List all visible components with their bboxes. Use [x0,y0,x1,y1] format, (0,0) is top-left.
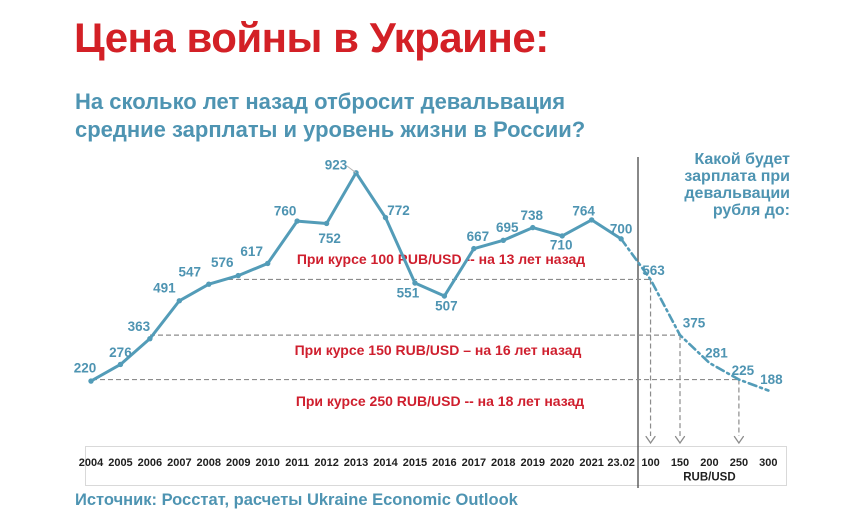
value-label: 225 [732,363,755,378]
value-label: 772 [387,203,410,218]
value-label: 752 [318,231,341,246]
peak-callout-line [346,165,357,174]
data-point [530,224,536,231]
data-point [265,260,271,267]
value-label: 188 [760,372,783,387]
value-label: 375 [683,316,706,331]
value-label: 491 [153,280,176,295]
rate-annotation: При курсе 150 RUB/USD – на 16 лет назад [295,342,582,358]
value-label: 547 [179,265,202,280]
data-point [88,378,94,384]
data-point [235,272,241,279]
value-label: 710 [550,237,573,252]
data-point [117,361,124,368]
x-axis-label: 2019 [521,457,545,469]
x-axis-label: 2016 [432,457,456,469]
data-point [441,293,448,299]
value-label: 695 [496,220,519,235]
data-point [323,220,330,227]
value-label: 700 [610,221,633,236]
arrow-head-icon [645,435,656,445]
x-axis-label: 2004 [79,457,104,469]
x-axis-label: 2014 [373,457,398,469]
data-point [382,214,389,221]
data-point [500,237,506,244]
data-point [618,236,624,242]
data-point [206,281,212,287]
value-label: 563 [642,263,665,278]
value-label: 764 [572,203,595,218]
value-label: 281 [705,345,728,360]
rate-annotation: При курсе 250 RUB/USD -- на 18 лет назад [296,393,584,409]
source-caption: Источник: Росстат, расчеты Ukraine Econo… [75,491,518,509]
x-axis-label: 2010 [255,457,279,469]
x-axis-label: 2021 [579,457,603,469]
value-label: 667 [467,229,490,244]
value-label: 276 [109,345,132,360]
data-point [588,217,595,223]
data-point [294,218,300,224]
arrow-head-icon [733,435,745,445]
forecast-line [619,237,770,392]
data-point [559,233,565,239]
value-label: 738 [520,208,543,223]
page-title: Цена войны в Украине: [74,14,549,61]
rate-annotation: При курсе 100 RUB/USD -- на 13 лет назад [297,251,585,267]
x-axis-label: 23.02 [607,457,635,469]
x-axis-label: 2015 [403,457,427,469]
x-axis-label: 2020 [550,457,574,469]
x-axis-unit-label: RUB/USD [683,472,735,484]
x-axis-label: 2007 [167,457,191,469]
value-label: 923 [325,157,348,172]
x-axis-label: 2017 [462,457,486,469]
x-axis-label: 150 [671,457,689,469]
x-axis-label: 2018 [491,457,515,469]
value-label: 363 [128,319,151,334]
value-label: 760 [274,204,297,219]
data-point [412,280,418,286]
x-axis-label: 100 [641,457,659,469]
value-label: 576 [211,255,234,270]
x-axis-label: 2008 [197,457,221,469]
value-label: 617 [240,244,263,259]
value-label: 507 [435,299,458,314]
page-subtitle: На сколько лет назад отбросит девальваци… [75,89,586,143]
x-axis-label: 2012 [314,457,338,469]
value-label: 220 [74,361,97,376]
x-axis-box [85,446,787,486]
x-axis-label: 250 [730,457,748,469]
x-axis-label: 2006 [138,457,162,469]
x-axis-label: 2013 [344,457,368,469]
x-axis-label: 200 [700,457,718,469]
data-point [147,335,153,342]
x-axis-label: 2009 [226,457,250,469]
x-axis-label: 2005 [108,457,132,469]
data-point [471,245,477,252]
value-label: 551 [397,285,420,300]
x-axis-label: 2011 [285,457,309,469]
arrow-head-icon [674,435,686,445]
devaluation-note: Какой будет зарплата при девальвации рубля … [684,151,790,219]
x-axis-label: 300 [759,457,777,469]
data-point [176,298,183,304]
